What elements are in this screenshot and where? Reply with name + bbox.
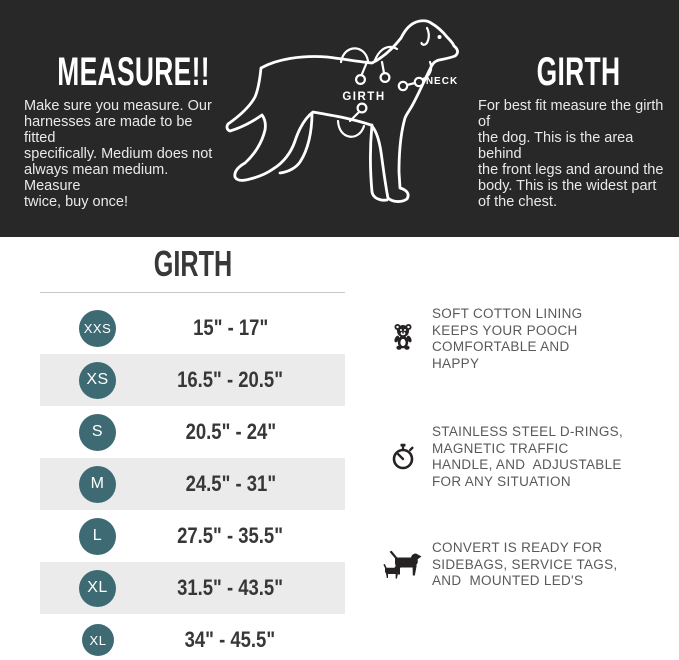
feature-convert: CONVERT IS READY FOR SIDEBAGS, SERVICE T… <box>381 540 668 590</box>
table-row-xs: XS 16.5" - 20.5" <box>40 354 345 406</box>
girth-block: GIRTH For best fit measure the girth of … <box>478 52 678 210</box>
table-row-xl: XL 31.5" - 43.5" <box>40 562 345 614</box>
feature-text: SOFT COTTON LINING KEEPS YOUR POOCH COMF… <box>432 306 583 371</box>
teddy-bear-icon <box>381 322 425 372</box>
size-badge: L <box>79 517 116 555</box>
size-rows: XXS 15" - 17" XS 16.5" - 20.5" S 20.5" -… <box>40 302 345 660</box>
size-range: 15" - 17" <box>192 315 269 340</box>
size-range: 24.5" - 31" <box>185 471 276 496</box>
size-badge: XL <box>79 569 116 607</box>
size-range: 16.5" - 20.5" <box>177 367 284 392</box>
table-row-s: S 20.5" - 24" <box>40 406 345 458</box>
size-range: 27.5" - 35.5" <box>177 523 284 548</box>
dog-eye-dot <box>437 35 442 39</box>
stopwatch-icon <box>381 443 425 490</box>
feature-text: CONVERT IS READY FOR SIDEBAGS, SERVICE T… <box>432 540 618 588</box>
size-range: 31.5" - 43.5" <box>177 575 284 600</box>
table-row-m: M 24.5" - 31" <box>40 458 345 510</box>
girth-diagram-label: GIRTH <box>342 91 385 103</box>
dog-measurement-diagram: GIRTH NECK <box>222 0 512 240</box>
size-table-title: GIRTH <box>153 243 232 284</box>
table-row-xxl: XL 34" - 45.5" <box>40 614 345 660</box>
feature-soft-cotton: SOFT COTTON LINING KEEPS YOUR POOCH COMF… <box>381 306 668 372</box>
size-badge: S <box>79 413 116 451</box>
feature-text: STAINLESS STEEL D-RINGS, MAGNETIC TRAFFI… <box>432 424 623 489</box>
neck-diagram-label: NECK <box>426 76 458 87</box>
table-divider <box>40 292 345 293</box>
table-row-xxs: XXS 15" - 17" <box>40 302 345 354</box>
size-badge: XL <box>82 624 114 656</box>
size-badge: XS <box>79 361 116 399</box>
measure-title: MEASURE!! <box>57 50 210 94</box>
hero-section: MEASURE!! Make sure you measure. Our har… <box>0 0 679 237</box>
table-row-l: L 27.5" - 35.5" <box>40 510 345 562</box>
size-badge: XXS <box>79 309 116 347</box>
measure-block: MEASURE!! Make sure you measure. Our har… <box>18 52 223 210</box>
size-badge: M <box>79 465 116 503</box>
size-range: 20.5" - 24" <box>185 419 276 444</box>
size-range: 34" - 45.5" <box>184 627 275 652</box>
girth-description: For best fit measure the girth of the do… <box>478 98 664 210</box>
girth-title: GIRTH <box>536 50 620 94</box>
feature-hardware: STAINLESS STEEL D-RINGS, MAGNETIC TRAFFI… <box>381 424 668 490</box>
dogs-icon <box>381 550 425 590</box>
measure-description: Make sure you measure. Our harnesses are… <box>24 98 213 210</box>
dog-outline-icon: GIRTH NECK <box>225 19 459 203</box>
size-table: GIRTH XXS 15" - 17" XS 16.5" - 20.5" S 2… <box>40 244 345 660</box>
